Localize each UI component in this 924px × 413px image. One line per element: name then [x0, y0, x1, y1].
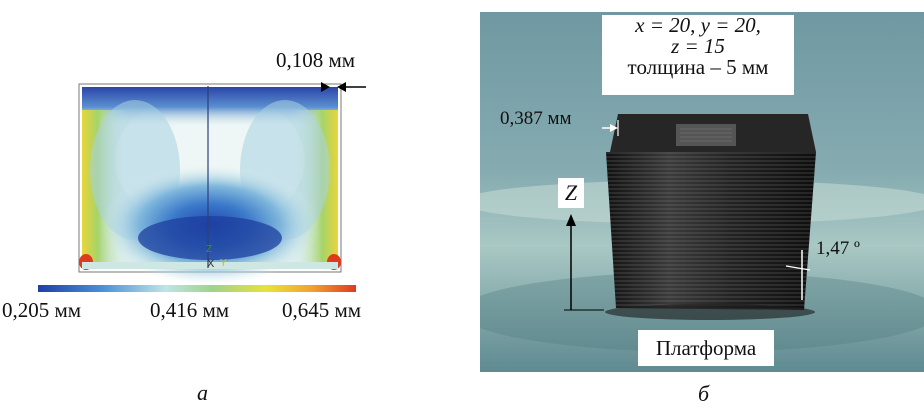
axis-z-label: Z [206, 244, 213, 255]
contour-plot [38, 82, 366, 292]
scale-max-label: 0,645 мм [282, 298, 362, 322]
scale-mid-label: 0,416 мм [150, 298, 230, 322]
info-line-3: толщина – 5 мм [627, 55, 769, 79]
angle-label: 1,47 º [816, 238, 860, 259]
scale-min-label: 0,205 мм [2, 298, 82, 322]
axis-x-label: X [207, 258, 215, 270]
cube-shadow [605, 304, 815, 320]
info-line-1: x = 20, y = 20, [635, 13, 761, 37]
contour-center-min [138, 216, 282, 260]
z-arrow-head [566, 214, 576, 226]
z-axis-label: Z [558, 178, 584, 208]
panel-b: x = 20, y = 20, z = 15 толщина – 5 мм 0,… [480, 12, 924, 372]
subfigure-label-b: б [698, 381, 710, 406]
color-scale-bar [38, 285, 356, 292]
dim-arrow-head-left [321, 82, 330, 92]
angle-pointer [785, 265, 811, 271]
cube-layer-lines [606, 152, 816, 310]
subfigure-label-a: а [197, 380, 208, 405]
contour-bottom-strip [82, 262, 338, 269]
top-dimension-label: 0,108 мм [276, 48, 356, 72]
platform-label: Платформа [638, 330, 774, 366]
dim-arrow-head [337, 82, 346, 92]
info-line-2: z = 15 [671, 34, 725, 58]
axis-y-label: Y [220, 258, 227, 269]
info-box: x = 20, y = 20, z = 15 толщина – 5 мм [602, 15, 794, 95]
panel-a: Z X Y 0,108 мм 0,205 мм 0,416 мм 0,645 м… [0, 0, 440, 413]
edge-dim-arrow [610, 124, 618, 132]
edge-dimension-label: 0,387 мм [500, 108, 572, 129]
cube-hole-layers [680, 127, 732, 143]
